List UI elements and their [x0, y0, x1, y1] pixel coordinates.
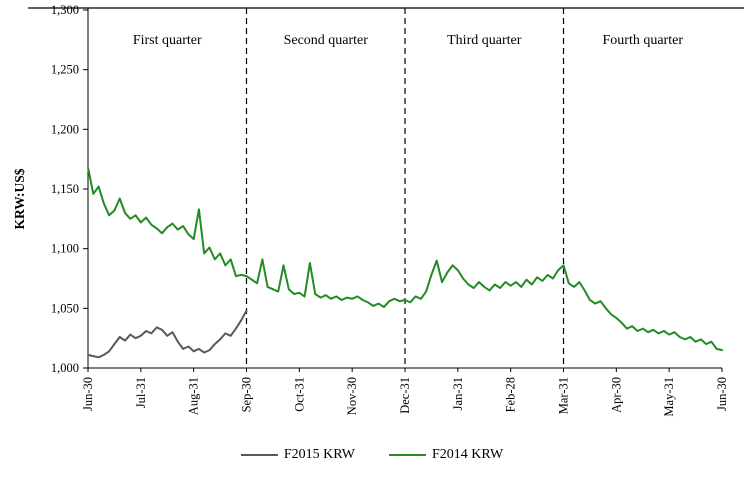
quarter-label: Second quarter — [284, 33, 369, 48]
series-line-f2014-krw — [87, 166, 723, 352]
quarter-label: Fourth quarter — [603, 33, 684, 48]
f2015-line-swatch — [240, 454, 278, 456]
x-tick-label: Jan-31 — [451, 377, 465, 410]
y-tick-label: 1,100 — [51, 242, 79, 256]
x-tick-label: Jun-30 — [81, 377, 95, 411]
x-tick-label: Jun-30 — [715, 377, 729, 411]
legend-item-f2014: F2014 KRW — [389, 447, 503, 463]
f2014-line-swatch — [389, 454, 426, 456]
y-tick-label: 1,300 — [51, 3, 79, 17]
y-tick-label: 1,000 — [51, 361, 79, 375]
x-tick-label: Mar-31 — [557, 377, 571, 414]
y-tick-label: 1,050 — [51, 301, 79, 315]
legend-label-f2014: F2014 KRW — [432, 447, 504, 462]
y-axis-title: KRW:US$ — [12, 168, 27, 229]
x-tick-label: Apr-30 — [609, 377, 623, 413]
x-tick-label: Aug-31 — [187, 377, 201, 415]
legend-label-f2015: F2015 KRW — [283, 447, 355, 462]
x-tick-label: Nov-30 — [345, 377, 359, 415]
quarter-label: First quarter — [133, 33, 202, 48]
x-tick-label: Feb-28 — [504, 377, 518, 412]
y-tick-label: 1,150 — [51, 182, 79, 196]
y-tick-label: 1,200 — [51, 122, 79, 136]
x-tick-label: May-31 — [662, 377, 676, 417]
x-tick-label: Dec-31 — [398, 377, 412, 414]
legend-item-f2015: F2015 KRW — [240, 447, 355, 463]
x-tick-label: Sep-30 — [240, 377, 254, 412]
x-tick-label: Oct-31 — [292, 377, 306, 412]
y-tick-label: 1,250 — [51, 63, 79, 77]
x-tick-label: Jul-31 — [134, 377, 148, 408]
chart-legend: F2015 KRW F2014 KRW — [0, 447, 744, 463]
krw-usd-line-chart: 1,000 1,050 1,100 1,150 1,200 1,250 1,300 Jun-3… — [12, 3, 744, 417]
series-line-f2015-krw — [87, 309, 248, 359]
quarter-label: Third quarter — [447, 33, 522, 48]
